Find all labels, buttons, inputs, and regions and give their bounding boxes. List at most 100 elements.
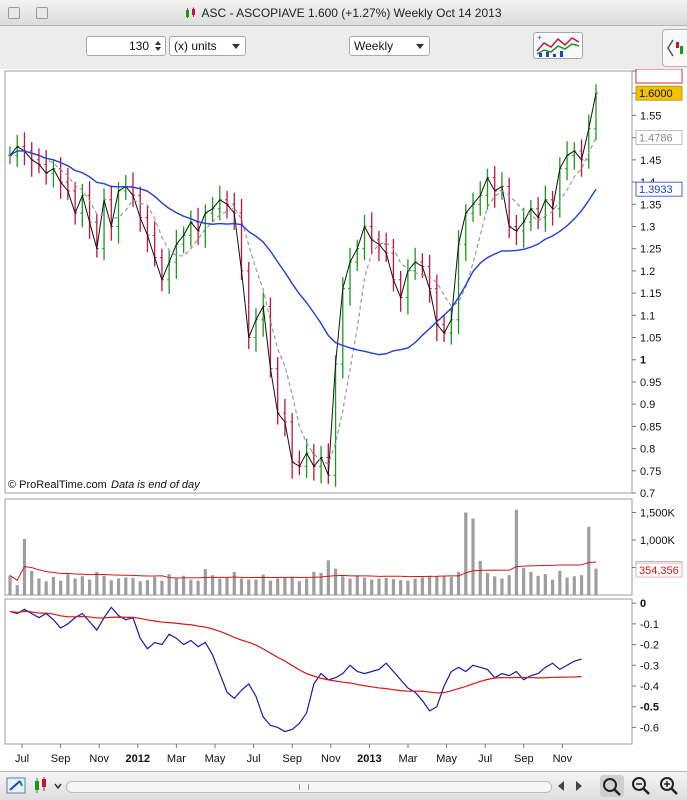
volume-bar (565, 577, 569, 595)
price-tick-label: 1.05 (640, 333, 661, 345)
oscillator-tick-label: -0.2 (640, 640, 659, 652)
volume-bar (579, 575, 584, 595)
price-tick-label: 0.95 (640, 377, 661, 389)
scroll-right-icon[interactable] (574, 779, 584, 793)
time-tick-label: 2012 (126, 753, 150, 765)
oscillator-line (9, 606, 582, 733)
volume-tick-label: 1,500K (640, 508, 676, 520)
short-ma-badge-text: 1.4786 (639, 133, 673, 145)
price-tick-label: 0.9 (640, 399, 655, 411)
chevron-down-icon (416, 44, 424, 49)
volume-bar (529, 571, 533, 595)
stepper-icon[interactable] (154, 40, 162, 52)
volume-bar (261, 574, 265, 595)
time-tick-label: Jul (478, 753, 492, 765)
side-panel-toggle[interactable] (662, 29, 687, 67)
price-tick-label: 1.35 (640, 199, 661, 211)
volume-bar (341, 576, 345, 595)
volume-bar (471, 518, 475, 595)
volume-bar (138, 581, 142, 595)
volume-bar (428, 575, 432, 595)
time-tick-label: Sep (51, 753, 71, 765)
chart-svg[interactable]: 1.651.61.551.51.451.41.351.31.251.21.151… (0, 60, 687, 771)
time-tick-label: Nov (321, 753, 341, 765)
volume-bar (145, 580, 150, 595)
volume-bar (73, 578, 77, 595)
chart-type-icon[interactable] (33, 777, 65, 795)
svg-text:+: + (537, 33, 542, 42)
volume-bar (413, 578, 417, 595)
volume-bar (44, 581, 48, 595)
window-title-text: ASC - ASCOPIAVE 1.600 (+1.27%) Weekly Oc… (201, 6, 502, 20)
volume-bar (59, 580, 63, 595)
volume-bar (210, 575, 215, 595)
volume-bar (51, 576, 56, 595)
oscillator-signal-line (9, 610, 582, 694)
oscillator-tick-label: 0 (640, 598, 646, 610)
volume-bar (225, 576, 229, 595)
volume-bar (80, 576, 84, 595)
volume-bar (87, 579, 92, 595)
time-tick-label: Nov (553, 753, 573, 765)
oscillator-signal-badge-text: -0.3841 (639, 69, 676, 72)
volume-bar (297, 581, 301, 595)
volume-bar (254, 579, 258, 595)
volume-ma-badge (635, 562, 683, 578)
volume-bar (572, 576, 576, 595)
volume-bar (182, 575, 186, 595)
volume-bar (124, 577, 128, 595)
long-ma-badge-text: 1.3933 (639, 184, 673, 196)
units-count-field[interactable]: 130 (86, 36, 166, 56)
volume-bar (478, 560, 482, 595)
volume-bar (587, 526, 591, 595)
price-tick-label: 1.3 (640, 221, 655, 233)
volume-bar (312, 571, 316, 595)
volume-bar (305, 578, 309, 595)
volume-bar (442, 575, 446, 595)
volume-bar (500, 578, 504, 595)
volume-bar (95, 571, 99, 595)
data-note-text: Data is end of day (111, 479, 201, 491)
indicators-button[interactable]: + (533, 32, 583, 59)
price-tick-label: 0.8 (640, 444, 655, 456)
volume-bar (189, 579, 193, 595)
volume-bar (290, 577, 294, 595)
bottom-toolbar (0, 771, 687, 800)
oscillator-tick-label: -0.6 (640, 722, 659, 734)
volume-bar (167, 574, 171, 595)
scroll-thumb-grip[interactable] (299, 784, 309, 790)
zoom-in-icon[interactable] (658, 775, 680, 797)
copyright-text: © ProRealTime.com (8, 479, 107, 491)
zoom-window-button[interactable] (36, 7, 48, 19)
volume-bar (174, 578, 178, 595)
window-title: ASC - ASCOPIAVE 1.600 (+1.27%) Weekly Oc… (0, 6, 687, 20)
auto-zoom-icon[interactable] (600, 775, 624, 797)
short-moving-average-line (9, 137, 597, 465)
zoom-out-icon[interactable] (630, 775, 652, 797)
units-select[interactable]: (x) units (169, 36, 246, 56)
volume-bar (406, 580, 410, 595)
volume-bar (449, 576, 453, 595)
horizontal-scrollbar[interactable] (66, 781, 552, 793)
chart-area[interactable]: 1.651.61.551.51.451.41.351.31.251.21.151… (0, 60, 687, 771)
scroll-left-icon[interactable] (556, 779, 566, 793)
price-tick-label: 1.1 (640, 310, 655, 322)
panel-frame (4, 498, 633, 596)
volume-ma-badge-text: 354,356 (639, 565, 679, 577)
volume-bar (218, 578, 222, 595)
close-window-button[interactable] (8, 7, 20, 19)
period-select[interactable]: Weekly (349, 36, 430, 56)
volume-bar (399, 580, 403, 595)
time-tick-label: Sep (282, 753, 302, 765)
drawing-tools-icon[interactable] (6, 777, 28, 795)
volume-bar (420, 577, 424, 595)
volume-bar (514, 509, 519, 595)
time-tick-label: May (436, 753, 457, 765)
volume-bar (109, 580, 113, 595)
volume-average-line (9, 561, 597, 582)
price-tick-label: 1.55 (640, 110, 661, 122)
time-tick-label: Jul (15, 753, 29, 765)
volume-bar (268, 580, 273, 595)
volume-bar (116, 578, 121, 595)
